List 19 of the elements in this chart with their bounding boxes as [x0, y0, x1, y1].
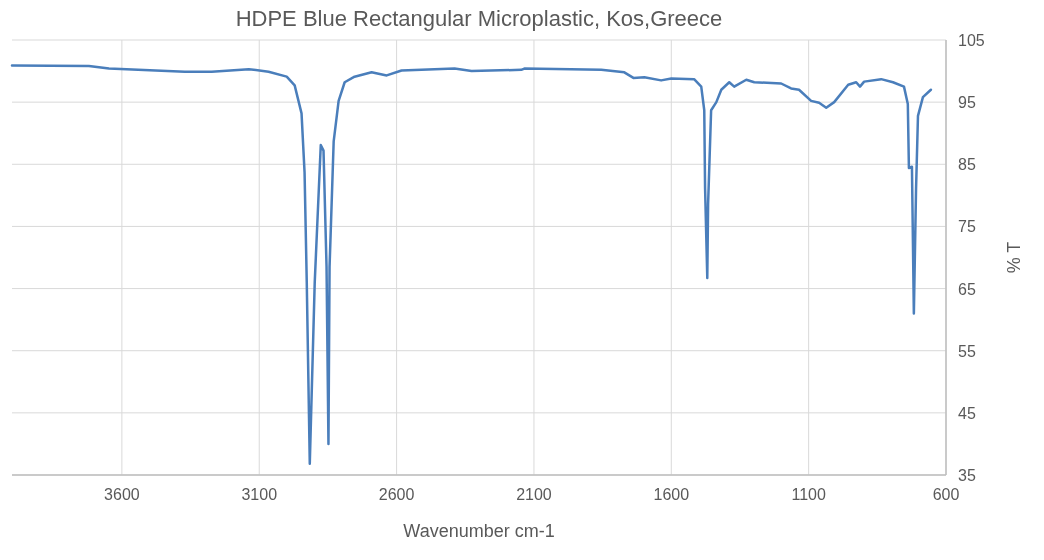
chart-title: HDPE Blue Rectangular Microplastic, Kos,Greece [235, 6, 723, 31]
line-series [10, 64, 933, 466]
y-tick-label: 35 [958, 467, 976, 484]
y-tick-label: 75 [958, 218, 976, 236]
x-tick-label: 600 [932, 486, 960, 503]
y-tick-label: 55 [958, 342, 976, 360]
y-tick-label: 105 [958, 32, 985, 49]
x-tick-label: 3600 [104, 486, 140, 503]
x-tick-label: 2100 [516, 486, 552, 503]
x-tick-label: 1600 [653, 486, 690, 503]
y-tick-label: 95 [958, 94, 976, 112]
y-axis-title: % T [1004, 241, 1024, 274]
x-tick-label: 2600 [378, 486, 415, 503]
y-tick-label: 85 [958, 156, 976, 174]
x-axis-title: Wavenumber cm-1 [403, 521, 555, 541]
y-tick-label: 65 [958, 280, 976, 298]
x-tick-label: 1100 [791, 486, 826, 503]
x-tick-label: 3100 [241, 486, 278, 503]
y-tick-label: 45 [958, 404, 976, 422]
